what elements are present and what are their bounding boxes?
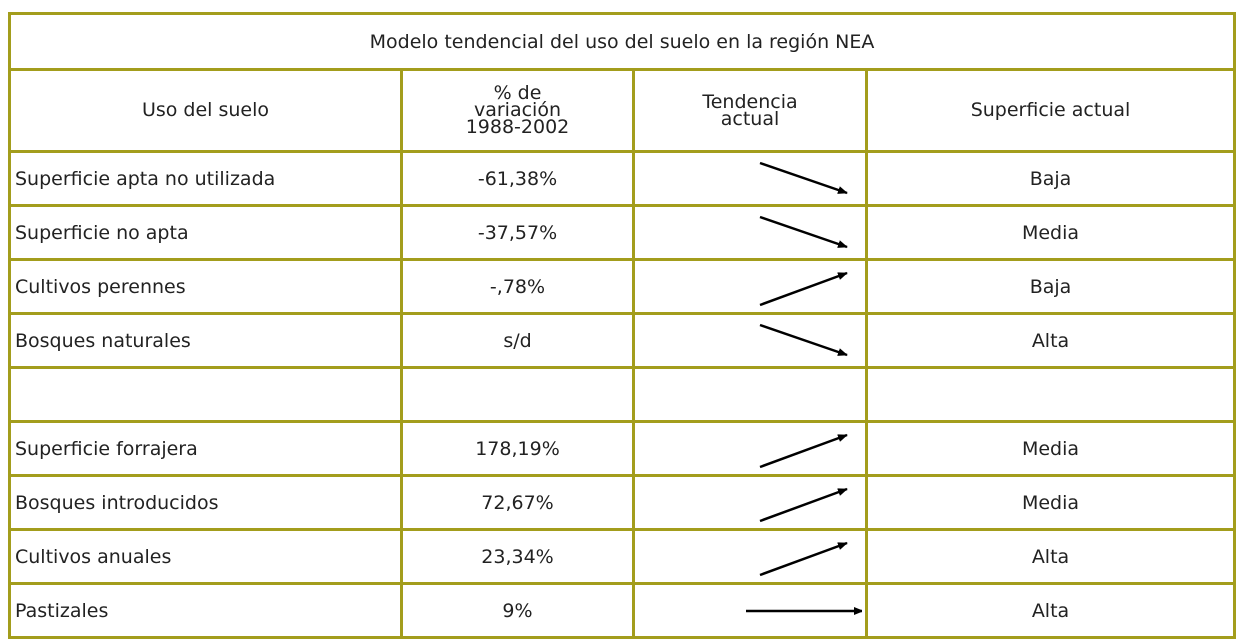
current-area: Media (864, 420, 1237, 477)
table-row: Superficie forrajera 178,19% Media (8, 420, 1237, 477)
header: Superficie actual (864, 68, 1237, 153)
table-row: Cultivos perennes -,78% Baja (8, 258, 1237, 315)
trend-arrow (746, 607, 862, 615)
trend-arrow (759, 433, 848, 469)
table-row: Superficie no apta -37,57% Media (8, 204, 1237, 261)
land-use: Pastizales (8, 582, 403, 639)
variation: s/d (400, 312, 635, 369)
current-area: Media (864, 474, 1237, 531)
land-use: Superficie forrajera (8, 420, 403, 477)
variation: 9% (400, 582, 635, 639)
trend-arrow (759, 161, 848, 195)
current-area: Baja (864, 150, 1237, 207)
table-row: Pastizales 9% Alta (8, 582, 1237, 639)
variation: -61,38% (400, 150, 635, 207)
current-area: Alta (864, 528, 1237, 585)
current-area: Baja (864, 258, 1237, 315)
trend-arrow (759, 541, 848, 577)
land-use: Bosques introducidos (8, 474, 403, 531)
empty-cell (632, 366, 868, 423)
trend-cell (632, 204, 868, 261)
empty-cell (400, 366, 635, 423)
trend-cell (632, 528, 868, 585)
current-area: Alta (864, 582, 1237, 639)
trend-cell (632, 420, 868, 477)
variation: 178,19% (400, 420, 635, 477)
trend-arrow (759, 323, 848, 357)
land-use: Cultivos anuales (8, 528, 403, 585)
empty-cell (8, 366, 403, 423)
variation: 72,67% (400, 474, 635, 531)
trend-cell (632, 474, 868, 531)
table-body: Superficie apta no utilizada -61,38% Baja S… (8, 150, 1237, 639)
variation: -37,57% (400, 204, 635, 261)
variation: -,78% (400, 258, 635, 315)
variation: 23,34% (400, 528, 635, 585)
header: Uso del suelo (8, 68, 403, 153)
table-row (8, 366, 1237, 423)
table-title: Modelo tendencial del uso del suelo en l… (7, 12, 1237, 71)
trend-arrow (759, 487, 848, 523)
header: % de variación 1988-2002 (400, 68, 635, 153)
current-area: Media (864, 204, 1237, 261)
land-use: Bosques naturales (8, 312, 403, 369)
trend-arrow (759, 271, 848, 307)
page: Modelo tendencial del uso del suelo en l… (7, 12, 1237, 639)
land-use: Superficie apta no utilizada (8, 150, 403, 207)
table-row: Bosques introducidos 72,67% Media (8, 474, 1237, 531)
table-row: Bosques naturales s/d Alta (8, 312, 1237, 369)
table-row: Cultivos anuales 23,34% Alta (8, 528, 1237, 585)
header: Tendencia actual (632, 68, 868, 153)
trend-cell (632, 312, 868, 369)
trend-cell (632, 582, 868, 639)
trend-cell (632, 258, 868, 315)
land-use: Superficie no apta (8, 204, 403, 261)
trend-cell (632, 150, 868, 207)
empty-cell (864, 366, 1237, 423)
land-use: Cultivos perennes (8, 258, 403, 315)
current-area: Alta (864, 312, 1237, 369)
table-row: Superficie apta no utilizada -61,38% Baja (8, 150, 1237, 207)
trend-arrow (759, 215, 848, 249)
land-use-table: Modelo tendencial del uso del suelo en l… (7, 12, 1237, 639)
